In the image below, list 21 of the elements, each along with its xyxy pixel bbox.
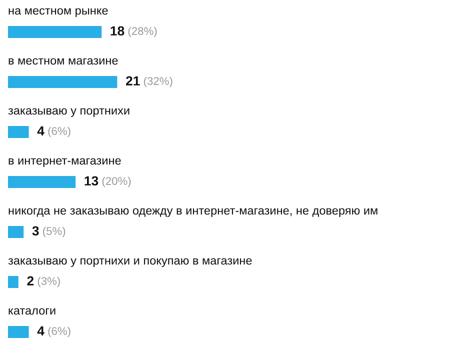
y-tick-label: заказываю у портнихи <box>8 108 130 118</box>
bar <box>8 126 29 138</box>
data-label: 18 (28%) <box>110 26 157 38</box>
data-label: 4 (6%) <box>37 126 70 138</box>
y-tick-label: никогда не заказываю одежду в интернет-магазине, не доверяю им <box>8 208 378 218</box>
bar <box>8 176 76 188</box>
y-tick-label: каталоги <box>8 308 56 315</box>
y-tick-label: в интернет-магазине <box>8 158 121 168</box>
data-label: 2 (3%) <box>27 276 60 288</box>
y-tick-label: в местном магазине <box>8 58 118 65</box>
bar <box>8 326 29 338</box>
data-label: 4 (6%) <box>37 326 70 338</box>
data-label: 13 (20%) <box>84 176 131 188</box>
bar <box>8 226 24 238</box>
bar <box>8 26 102 38</box>
bar <box>8 76 118 88</box>
y-tick-label: на местном рынке <box>8 8 108 18</box>
data-label: 21 (32%) <box>126 76 172 88</box>
bar <box>8 276 18 288</box>
y-tick-label: заказываю у портнихи и покупаю в магазине <box>8 258 252 268</box>
data-label: 3 (5%) <box>32 226 66 238</box>
